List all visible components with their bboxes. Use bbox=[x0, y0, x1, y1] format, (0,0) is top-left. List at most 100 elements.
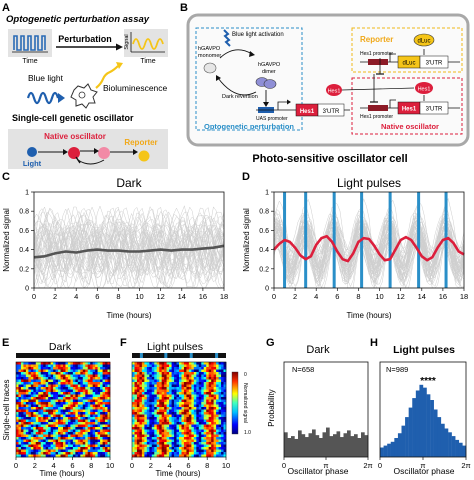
heatmap-cell bbox=[58, 432, 61, 435]
heatmap-cell bbox=[23, 392, 27, 395]
heatmap-cell bbox=[92, 424, 96, 428]
heatmap-cell bbox=[146, 427, 150, 430]
heatmap-cell bbox=[58, 437, 61, 440]
heatmap-cell bbox=[201, 374, 205, 378]
heatmap-cell bbox=[38, 407, 42, 410]
heatmap-cell bbox=[166, 384, 170, 388]
heatmap-cell bbox=[169, 369, 172, 373]
heatmap-cell bbox=[174, 417, 177, 420]
heatmap-cell bbox=[201, 439, 205, 443]
heatmap-cell bbox=[105, 377, 108, 380]
heatmap-cell bbox=[40, 437, 44, 440]
heatmap-cell bbox=[149, 392, 153, 395]
heatmap-cell bbox=[159, 412, 162, 415]
heatmap-cell bbox=[85, 387, 89, 390]
heatmap-cell bbox=[48, 442, 51, 445]
heatmap-cell bbox=[164, 429, 167, 433]
heatmap-cell bbox=[70, 374, 74, 378]
perturbation-label: Perturbation bbox=[58, 34, 112, 44]
heatmap-cell bbox=[139, 407, 143, 410]
heatmap-cell bbox=[85, 449, 89, 453]
light-node-icon bbox=[27, 147, 37, 157]
heatmap-cell bbox=[65, 394, 69, 398]
heatmap-cell bbox=[136, 394, 140, 398]
heatmap-cell bbox=[196, 372, 200, 375]
heatmap-cell bbox=[134, 372, 138, 375]
heatmap-cell bbox=[159, 454, 162, 458]
heatmap-cell bbox=[43, 377, 46, 380]
x-tick-label: 6 bbox=[70, 461, 74, 470]
heatmap-cell bbox=[156, 402, 160, 405]
heatmap-cell bbox=[45, 397, 49, 400]
heatmap-cell bbox=[188, 369, 192, 373]
histogram-bar bbox=[294, 438, 299, 457]
heatmap-cell bbox=[77, 397, 81, 400]
heatmap-cell bbox=[40, 427, 44, 430]
heatmap-cell bbox=[75, 387, 79, 390]
heatmap-cell bbox=[87, 364, 91, 368]
heatmap-cell bbox=[159, 387, 162, 390]
heatmap-cell bbox=[141, 407, 145, 410]
histogram-bar bbox=[390, 441, 395, 457]
heatmap-cell bbox=[97, 392, 101, 395]
heatmap-cell bbox=[30, 374, 34, 378]
heatmap-cell bbox=[45, 452, 49, 455]
heatmap-cell bbox=[87, 387, 91, 390]
heatmap-cell bbox=[82, 379, 86, 383]
heatmap-cell bbox=[144, 437, 148, 440]
heatmap-cell bbox=[211, 362, 214, 365]
heatmap-cell bbox=[132, 394, 135, 398]
heatmap-cell bbox=[45, 449, 49, 453]
heatmap-cell bbox=[85, 402, 89, 405]
heatmap-cell bbox=[77, 449, 81, 453]
heatmap-cell bbox=[18, 407, 22, 410]
heatmap-cell bbox=[171, 404, 175, 408]
heatmap-cell bbox=[97, 449, 101, 453]
heatmap-cell bbox=[75, 364, 79, 368]
heatmap-cell bbox=[132, 387, 135, 390]
dimer-label-1: hGAVPO bbox=[258, 62, 281, 68]
heatmap-cell bbox=[16, 372, 19, 375]
heatmap-cell bbox=[45, 369, 49, 373]
heatmap-cell bbox=[134, 397, 138, 400]
heatmap-cell bbox=[67, 384, 71, 388]
heatmap-cell bbox=[164, 409, 167, 413]
heatmap-cell bbox=[18, 424, 22, 428]
heatmap-cell bbox=[188, 372, 192, 375]
heatmap-cell bbox=[48, 382, 51, 385]
heatmap-cell bbox=[48, 402, 51, 405]
light-pulse-bar bbox=[332, 192, 336, 288]
heatmap-cell bbox=[50, 387, 54, 390]
heatmap-cell bbox=[208, 382, 212, 385]
heatmap-cell bbox=[20, 429, 24, 433]
heatmap-cell bbox=[63, 429, 66, 433]
heatmap-cell bbox=[67, 439, 71, 443]
heatmap-cell bbox=[65, 369, 69, 373]
heatmap-cell bbox=[188, 382, 192, 385]
heatmap-cell bbox=[139, 412, 143, 415]
heatmap-cell bbox=[146, 372, 150, 375]
heatmap-cell bbox=[20, 377, 24, 380]
heatmap-cell bbox=[216, 392, 219, 395]
heatmap-cell bbox=[97, 384, 101, 388]
heatmap-cell bbox=[136, 402, 140, 405]
heatmap-cell bbox=[134, 364, 138, 368]
heatmap-cell bbox=[156, 362, 160, 365]
heatmap-cell bbox=[213, 427, 217, 430]
heatmap-cell bbox=[141, 382, 145, 385]
heatmap-cell bbox=[221, 427, 224, 430]
heatmap-cell bbox=[20, 437, 24, 440]
heatmap-cell bbox=[30, 384, 34, 388]
heatmap-cell bbox=[201, 379, 205, 383]
heatmap-cell bbox=[144, 427, 148, 430]
heatmap-cell bbox=[183, 439, 187, 443]
heatmap-cell bbox=[35, 452, 39, 455]
heatmap-cell bbox=[70, 362, 74, 365]
heatmap-cell bbox=[136, 437, 140, 440]
heatmap-cell bbox=[97, 382, 101, 385]
heatmap-cell bbox=[65, 389, 69, 393]
heatmap-cell bbox=[159, 392, 162, 395]
heatmap-cell bbox=[161, 409, 165, 413]
heatmap-cell bbox=[136, 434, 140, 438]
heatmap-cell bbox=[25, 389, 29, 393]
